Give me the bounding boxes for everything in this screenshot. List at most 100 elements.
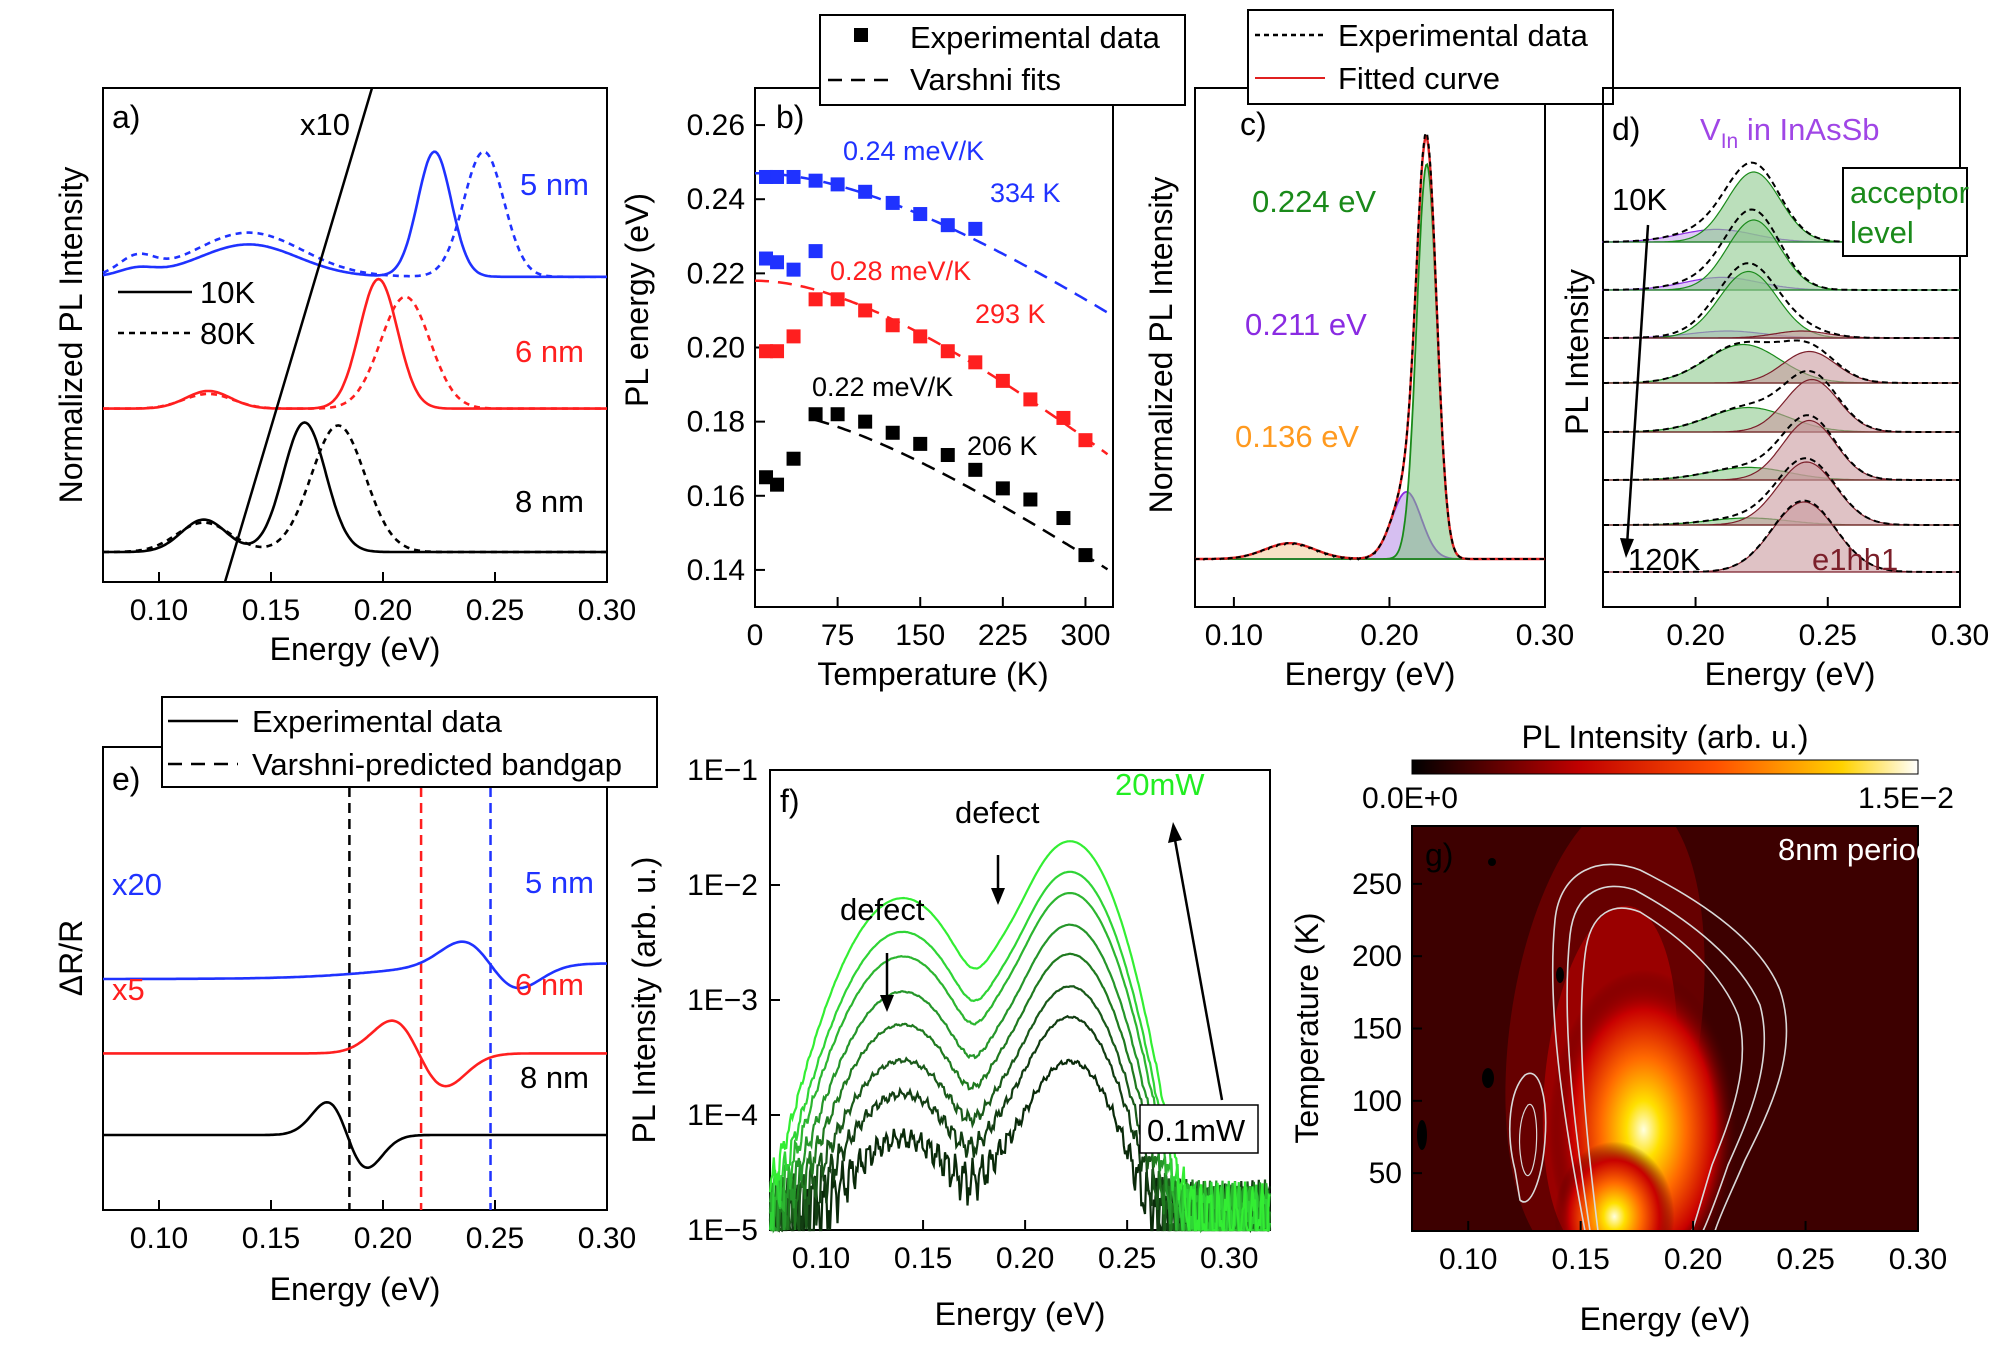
panel-d-label: d) (1612, 111, 1640, 147)
panel-a-ylabel: Normalized PL Intensity (53, 167, 89, 504)
panel-f-xtick-label: 0.30 (1200, 1242, 1258, 1275)
panel-g-xtick-label: 0.20 (1664, 1243, 1722, 1276)
panel-d-title-main: V (1700, 112, 1721, 147)
panel-b-data-point (786, 169, 801, 184)
panel-c-xtick-label: 0.30 (1516, 619, 1574, 652)
panel-f-ylabel: PL Intensity (arb. u.) (626, 857, 662, 1144)
panel-e-xtick-label: 0.25 (466, 1222, 524, 1255)
panel-f-curves (768, 840, 1272, 1234)
panel-c-xlabel: Energy (eV) (1285, 656, 1456, 692)
panel-b-data-point (1078, 548, 1093, 563)
panel-b-legend-box (819, 14, 1186, 106)
panel-g-dark-spot-4 (1488, 858, 1496, 866)
legend-exp-swatch (854, 28, 868, 42)
panel-c-frame (1194, 87, 1546, 608)
panel-c-label: c) (1240, 106, 1267, 142)
panel-b-label: b) (776, 99, 804, 135)
panel-b-data-point (940, 344, 955, 359)
panel-g-cbar-min: 0.0E+0 (1362, 782, 1458, 815)
panel-b-xtick-label: 150 (895, 619, 945, 652)
panel-g-xtick-label: 0.15 (1551, 1243, 1609, 1276)
panel-g-contour-outer (1551, 863, 1788, 1231)
panel-b-data-point (858, 184, 873, 199)
panel-b-ytick-label: 0.24 (687, 183, 745, 216)
panel-b-ylabel: PL energy (eV) (619, 193, 655, 407)
panel-f-power-arrow (1173, 839, 1224, 1101)
panel-b-data-point (913, 329, 928, 344)
panel-a-series-line (103, 295, 607, 410)
panel-c-curves (1194, 130, 1545, 562)
legend-c-fit-label: Fitted curve (1338, 61, 1500, 96)
panel-d-component-fill (1603, 461, 1960, 526)
panel-d-temp-bot: 120K (1628, 542, 1701, 577)
panel-b-data-point (808, 173, 823, 188)
panel-a-curves (102, 150, 607, 554)
panel-f-defect-2-head (991, 888, 1005, 905)
panel-d-component-fill (1603, 378, 1960, 433)
panel-b-varshni-fit (815, 418, 1109, 571)
panel-a-xtick-label: 0.20 (354, 594, 412, 627)
panel-e-xlabel: Energy (eV) (270, 1271, 441, 1307)
panel-f-power-low: 0.1mW (1147, 1113, 1246, 1148)
panel-f-frame (769, 769, 1271, 1231)
panel-e-xtick-label: 0.10 (130, 1222, 188, 1255)
panel-d-xlabel: Energy (eV) (1705, 656, 1876, 692)
panel-g-ticks: 0.10 0.15 0.20 0.25 0.30 50 100 150 200 250 (1352, 868, 1947, 1276)
panel-e-label: e) (112, 761, 140, 797)
panel-b-data-point (1078, 433, 1093, 448)
panel-d-component-fill (1603, 330, 1960, 339)
panel-e-bandgap-lines (348, 787, 492, 1210)
panel-b-rate-6nm: 0.28 meV/K (830, 256, 971, 286)
panel-b-xtick-label: 300 (1060, 619, 1110, 652)
panel-b-varshni-fit (755, 172, 1114, 317)
panel-d-spectrum (1603, 457, 1960, 526)
panel-f-power-curve (768, 840, 1271, 1232)
panel-g-xlabel: Energy (eV) (1580, 1301, 1751, 1337)
panel-b-data-point (830, 177, 845, 192)
panel-e-series-line (103, 940, 607, 990)
panel-d-spectrum (1603, 262, 1960, 339)
legend-10k-label: 10K (200, 275, 255, 310)
panel-d-temp-arrow (1625, 224, 1650, 546)
panel-b-data-point (1023, 492, 1038, 507)
panel-d-ylabel: PL Intensity (1559, 269, 1595, 435)
panel-e-x5: x5 (112, 972, 145, 1007)
panel-b-data-point (913, 436, 928, 451)
panel-b-data-point (770, 255, 785, 270)
panel-c-component-fill (1195, 491, 1545, 560)
panel-c-legend-box (1247, 9, 1614, 105)
panel-a-x10-label: x10 (300, 107, 350, 142)
panel-c-xtick-label: 0.10 (1205, 619, 1263, 652)
panel-d-xtick-label: 0.25 (1799, 619, 1857, 652)
panel-d-acceptor-line2: level (1850, 215, 1914, 250)
legend-e-exp-label: Experimental data (252, 704, 503, 739)
panel-b-data-point (968, 462, 983, 477)
panel-b-data-point (968, 355, 983, 370)
panel-b-ytick-label: 0.22 (687, 257, 745, 290)
panel-c-xticks: 0.10 0.20 0.30 (1205, 597, 1574, 652)
panel-d-e1hh1: e1hh1 (1812, 542, 1898, 577)
panel-e-8nm: 8 nm (520, 1060, 589, 1095)
panel-b-data-point (1023, 392, 1038, 407)
panel-e: e) 0.10 0.15 0.20 0.25 0.30 x20 x5 5 nm 6 nm… (53, 696, 658, 1307)
panel-a-series-line (102, 150, 607, 279)
panel-a-label: a) (112, 99, 140, 135)
panel-b-xlabel: Temperature (K) (817, 656, 1048, 692)
panel-b-data-point (940, 218, 955, 233)
panel-b-beta-5nm: 334 K (990, 178, 1061, 208)
panel-f-xtick-label: 0.25 (1098, 1242, 1156, 1275)
panel-c-component-fill (1195, 162, 1545, 560)
panel-f-ytick-label: 1E−5 (687, 1214, 758, 1247)
panel-b-data-point (885, 425, 900, 440)
panel-e-xtick-label: 0.30 (578, 1222, 636, 1255)
panel-c-ylabel: Normalized PL Intensity (1143, 177, 1179, 514)
panel-b-data-point (786, 451, 801, 466)
panel-e-6nm: 6 nm (515, 967, 584, 1002)
panel-b-data-point (968, 221, 983, 236)
panel-f-ytick-label: 1E−3 (687, 984, 758, 1017)
panel-b-ytick-label: 0.18 (687, 406, 745, 439)
panel-b-legend: Experimental data Varshni fits (819, 14, 1186, 106)
panel-a-legend: 10K 80K (118, 275, 255, 351)
panel-f: f) 0.10 0.15 0.20 0.25 0.30 1E−5 1E−4 1E−3 1E−2 1… (626, 754, 1272, 1332)
panel-e-series-line (103, 1019, 607, 1088)
